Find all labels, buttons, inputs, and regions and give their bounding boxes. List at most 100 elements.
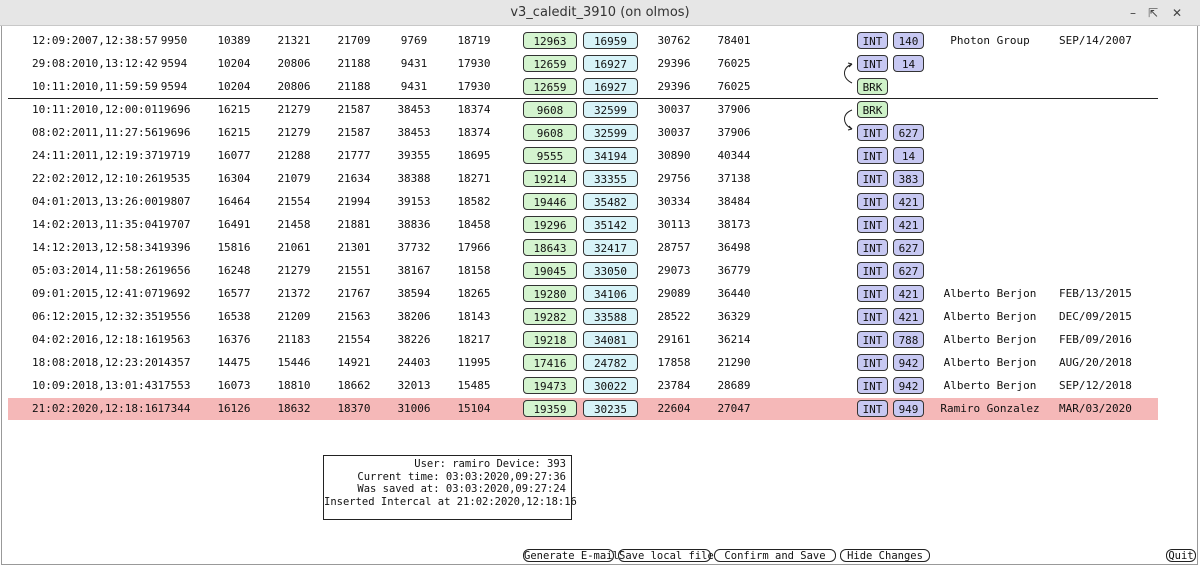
row-value: 38484: [717, 195, 751, 208]
close-icon[interactable]: ✕: [1171, 6, 1183, 20]
intercal-tag[interactable]: INT: [857, 147, 888, 164]
code-tag[interactable]: 627: [893, 124, 924, 141]
green-value-field[interactable]: 12963: [523, 32, 577, 49]
green-value-field[interactable]: 19446: [523, 193, 577, 210]
intercal-tag[interactable]: INT: [857, 32, 888, 49]
row-date: 14:02:2013,11:35:04: [32, 218, 158, 231]
intercal-tag[interactable]: INT: [857, 262, 888, 279]
code-tag[interactable]: 421: [893, 216, 924, 233]
table-row[interactable]: 08:02:2011,11:27:56 19696 16215 21279 21587 3…: [8, 122, 1158, 144]
green-value-field[interactable]: 19280: [523, 285, 577, 302]
minimize-icon[interactable]: –: [1130, 6, 1136, 20]
intercal-tag[interactable]: INT: [857, 285, 888, 302]
blue-value-field[interactable]: 32417: [583, 239, 638, 256]
inserted-intercal-line: Inserted Intercal at 21:02:2020,12:18:16: [324, 495, 577, 508]
code-tag[interactable]: 788: [893, 331, 924, 348]
code-tag[interactable]: 949: [893, 400, 924, 417]
blue-value-field[interactable]: 32599: [583, 101, 638, 118]
table-row[interactable]: 10:11:2010,11:59:59 9594 10204 20806 21188 94…: [8, 76, 1158, 98]
table-row[interactable]: 22:02:2012,12:10:26 19535 16304 21079 21634 3…: [8, 168, 1158, 190]
blue-value-field[interactable]: 35142: [583, 216, 638, 233]
code-tag[interactable]: 942: [893, 377, 924, 394]
table-row[interactable]: 09:01:2015,12:41:07 19692 16577 21372 21767 3…: [8, 283, 1158, 305]
row-value: 32013: [397, 379, 431, 392]
blue-value-field[interactable]: 33588: [583, 308, 638, 325]
green-value-field[interactable]: 19214: [523, 170, 577, 187]
green-value-field[interactable]: 17416: [523, 354, 577, 371]
intercal-tag[interactable]: INT: [857, 124, 888, 141]
hide-changes-button[interactable]: Hide Changes: [840, 549, 930, 562]
row-value: 21301: [337, 241, 371, 254]
table-row[interactable]: 10:09:2018,13:01:43 17553 16073 18810 18662 3…: [8, 375, 1158, 397]
table-row[interactable]: 18:08:2018,12:23:20 14357 14475 15446 14921 2…: [8, 352, 1158, 374]
code-tag[interactable]: 14: [893, 55, 924, 72]
table-row[interactable]: 14:12:2013,12:58:34 19396 15816 21061 21301 3…: [8, 237, 1158, 259]
row-value: 10204: [217, 80, 251, 93]
maximize-icon[interactable]: ⇱: [1147, 6, 1159, 20]
code-tag[interactable]: 421: [893, 308, 924, 325]
green-value-field[interactable]: 19045: [523, 262, 577, 279]
intercal-tag[interactable]: INT: [857, 239, 888, 256]
blue-value-field[interactable]: 33050: [583, 262, 638, 279]
break-tag[interactable]: BRK: [857, 78, 888, 95]
blue-value-field[interactable]: 24782: [583, 354, 638, 371]
green-value-field[interactable]: 19296: [523, 216, 577, 233]
intercal-tag[interactable]: INT: [857, 308, 888, 325]
green-value-field[interactable]: 9555: [523, 147, 577, 164]
row-value: 36498: [717, 241, 751, 254]
blue-value-field[interactable]: 34081: [583, 331, 638, 348]
green-value-field[interactable]: 19473: [523, 377, 577, 394]
green-value-field[interactable]: 12659: [523, 78, 577, 95]
intercal-tag[interactable]: INT: [857, 216, 888, 233]
row-value: 29161: [657, 333, 691, 346]
blue-value-field[interactable]: 34106: [583, 285, 638, 302]
table-row[interactable]: 29:08:2010,13:12:42 9594 10204 20806 21188 94…: [8, 53, 1158, 75]
green-value-field[interactable]: 19359: [523, 400, 577, 417]
blue-value-field[interactable]: 32599: [583, 124, 638, 141]
table-row[interactable]: 04:02:2016,12:18:16 19563 16376 21183 21554 3…: [8, 329, 1158, 351]
table-row[interactable]: 21:02:2020,12:18:16 17344 16126 18632 18370 3…: [8, 398, 1158, 420]
intercal-tag[interactable]: INT: [857, 331, 888, 348]
intercal-tag[interactable]: INT: [857, 377, 888, 394]
green-value-field[interactable]: 12659: [523, 55, 577, 72]
quit-button[interactable]: Quit: [1166, 549, 1196, 562]
intercal-tag[interactable]: INT: [857, 354, 888, 371]
blue-value-field[interactable]: 35482: [583, 193, 638, 210]
table-row[interactable]: 05:03:2014,11:58:26 19656 16248 21279 21551 3…: [8, 260, 1158, 282]
generate-email-button[interactable]: Generate E-mail: [523, 549, 619, 562]
code-tag[interactable]: 942: [893, 354, 924, 371]
green-value-field[interactable]: 9608: [523, 124, 577, 141]
green-value-field[interactable]: 19282: [523, 308, 577, 325]
blue-value-field[interactable]: 30235: [583, 400, 638, 417]
table-row[interactable]: 24:11:2011,12:19:37 19719 16077 21288 21777 3…: [8, 145, 1158, 167]
table-row[interactable]: 10:11:2010,12:00:01 19696 16215 21279 21587 3…: [8, 99, 1158, 121]
blue-value-field[interactable]: 16927: [583, 78, 638, 95]
green-value-field[interactable]: 9608: [523, 101, 577, 118]
blue-value-field[interactable]: 16927: [583, 55, 638, 72]
code-tag[interactable]: 14: [893, 147, 924, 164]
code-tag[interactable]: 383: [893, 170, 924, 187]
table-row[interactable]: 04:01:2013,13:26:00 19807 16464 21554 21994 3…: [8, 191, 1158, 213]
code-tag[interactable]: 421: [893, 285, 924, 302]
green-value-field[interactable]: 19218: [523, 331, 577, 348]
blue-value-field[interactable]: 16959: [583, 32, 638, 49]
table-row[interactable]: 12:09:2007,12:38:57 9950 10389 21321 21709 97…: [8, 30, 1158, 52]
intercal-tag[interactable]: INT: [857, 400, 888, 417]
confirm-and-save-button[interactable]: Confirm and Save: [714, 549, 836, 562]
break-tag[interactable]: BRK: [857, 101, 888, 118]
blue-value-field[interactable]: 34194: [583, 147, 638, 164]
green-value-field[interactable]: 18643: [523, 239, 577, 256]
code-tag[interactable]: 627: [893, 239, 924, 256]
code-tag[interactable]: 421: [893, 193, 924, 210]
table-row[interactable]: 06:12:2015,12:32:35 19556 16538 21209 21563 3…: [8, 306, 1158, 328]
blue-value-field[interactable]: 30022: [583, 377, 638, 394]
code-tag[interactable]: 627: [893, 262, 924, 279]
intercal-tag[interactable]: INT: [857, 170, 888, 187]
code-tag[interactable]: 140: [893, 32, 924, 49]
table-row[interactable]: 14:02:2013,11:35:04 19707 16491 21458 21881 3…: [8, 214, 1158, 236]
intercal-tag[interactable]: INT: [857, 193, 888, 210]
save-local-file-button[interactable]: Save local file: [618, 549, 714, 562]
row-value: 38206: [397, 310, 431, 323]
blue-value-field[interactable]: 33355: [583, 170, 638, 187]
intercal-tag[interactable]: INT: [857, 55, 888, 72]
